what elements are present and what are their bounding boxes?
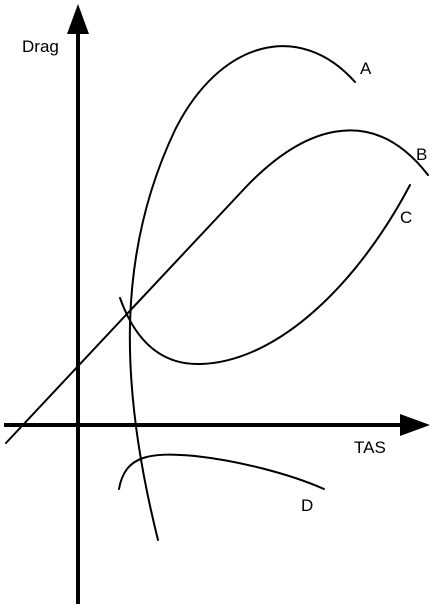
y-axis-arrowhead — [67, 4, 89, 34]
axes — [4, 4, 430, 604]
curve-d-label: D — [301, 496, 313, 515]
y-axis-label: Drag — [22, 37, 59, 56]
curve-c — [119, 184, 411, 366]
x-axis-arrowhead — [400, 414, 430, 436]
curve-b — [5, 129, 429, 444]
curve-b-label: B — [416, 145, 427, 164]
x-axis-label: TAS — [354, 438, 386, 457]
curve-a-label: A — [360, 59, 372, 78]
curve-d — [118, 453, 325, 490]
curve-a — [128, 45, 356, 541]
curve-c-label: C — [400, 208, 412, 227]
